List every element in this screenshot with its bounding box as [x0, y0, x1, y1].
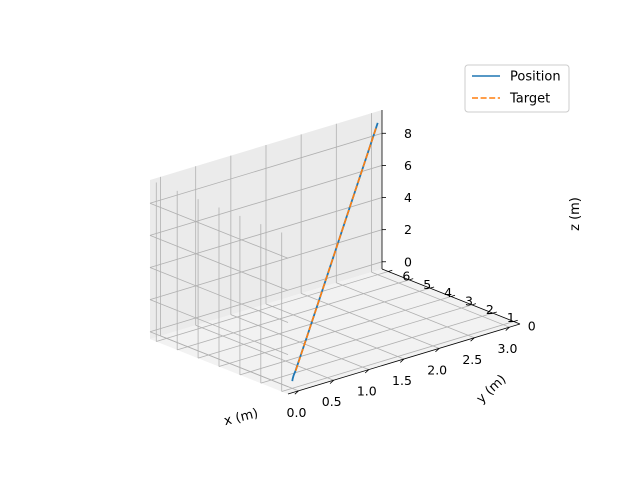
legend-label-position: Position — [510, 70, 561, 85]
y-gridline-floor-2 — [239, 304, 473, 376]
x-tick-label-1: 0.5 — [322, 394, 342, 409]
z-gridline-left-2 — [149, 267, 289, 323]
x-tick-label-2: 1.0 — [357, 384, 377, 399]
z-gridline-left-1 — [149, 299, 289, 356]
series-line-target — [294, 126, 378, 372]
x-tick-label-4: 2.0 — [427, 362, 447, 377]
z-gridline-left-0 — [149, 331, 289, 388]
x-tick-mark-2 — [364, 369, 370, 374]
grid-lines — [149, 113, 514, 392]
y-gridline-floor-5 — [177, 279, 410, 351]
x-tick-label-3: 1.5 — [392, 373, 412, 388]
y-tick-mark-0 — [513, 319, 518, 322]
z-tick-label-2: 4 — [404, 190, 412, 205]
z-axis-label: z (m) — [568, 197, 583, 231]
y-tick-mark-4 — [429, 286, 435, 289]
y-tick-mark-6 — [388, 269, 393, 272]
z-gridline-back-4 — [149, 132, 383, 204]
z-gridline-left-3 — [149, 235, 289, 291]
y-tick-mark-5 — [409, 278, 414, 281]
x-tick-mark-0 — [294, 390, 299, 395]
y-tick-label-4: 4 — [444, 285, 452, 300]
y-tick-mark-1 — [492, 311, 497, 314]
z-tick-label-0: 0 — [404, 254, 412, 269]
y-tick-mark-3 — [450, 294, 456, 297]
z-gridline-back-1 — [149, 229, 383, 301]
x-tick-label-6: 3.0 — [498, 341, 518, 356]
y-axis-label: y (m) — [474, 372, 510, 407]
z-gridline-back-2 — [149, 197, 383, 268]
x-tick-label-5: 2.5 — [462, 352, 482, 367]
z-gridline-back-3 — [149, 165, 383, 236]
y-tick-label-6: 6 — [402, 269, 410, 284]
y-tick-label-1: 1 — [507, 310, 515, 325]
z-tick-label-1: 2 — [404, 222, 412, 237]
x-axis-label: x (m) — [223, 406, 260, 429]
y-tick-label-0: 0 — [528, 319, 536, 334]
y-tick-mark-2 — [471, 303, 477, 306]
z-gridline-back-0 — [149, 261, 383, 333]
x-tick-label-0: 0.0 — [287, 405, 307, 420]
y-tick-label-3: 3 — [465, 294, 473, 309]
z-gridline-left-4 — [149, 202, 289, 259]
y-tick-label-2: 2 — [486, 302, 494, 317]
y-gridline-floor-3 — [218, 296, 452, 367]
y-gridline-floor-1 — [260, 312, 493, 384]
x-tick-mark-1 — [329, 379, 334, 384]
x-tick-mark-6 — [505, 326, 510, 331]
y-gridline-floor-4 — [197, 287, 431, 359]
x-tick-mark-5 — [470, 337, 475, 342]
z-tick-label-3: 6 — [404, 158, 412, 173]
legend-label-target: Target — [509, 92, 550, 107]
legend: Position Target — [464, 64, 570, 113]
y-gridline-floor-6 — [156, 271, 389, 342]
axes — [287, 110, 521, 395]
y-tick-label-5: 5 — [423, 277, 431, 292]
x-tick-mark-4 — [435, 348, 440, 353]
x-tick-mark-3 — [400, 358, 405, 363]
z-tick-label-4: 8 — [404, 126, 412, 141]
y-gridline-floor-0 — [281, 321, 514, 392]
data-series — [291, 122, 379, 382]
